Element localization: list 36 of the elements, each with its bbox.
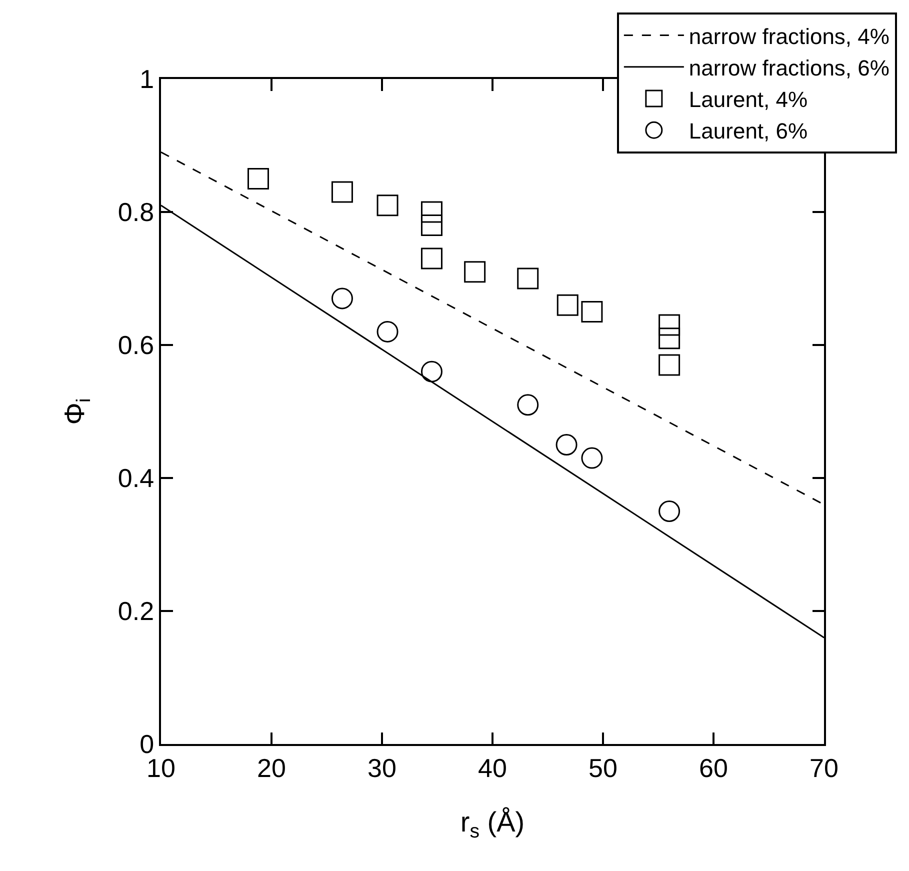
point [517,394,539,416]
point [376,320,398,342]
x-tick-label: 40 [478,752,507,783]
legend-label: narrow fractions, 6% [688,55,890,80]
y-tick-label: 0.8 [118,197,154,228]
point [247,168,269,190]
point [331,181,353,203]
x-tick-label: 60 [699,752,728,783]
x-tick-label: 50 [588,752,618,783]
point [376,194,398,216]
x-tick-label: 20 [257,752,286,783]
legend-label: Laurent, 6% [688,118,808,144]
point [581,301,603,322]
y-tick-label: 1 [140,64,154,94]
legend-label: Laurent, 4% [688,87,808,112]
point [658,354,680,376]
y-tick-label: 0.6 [118,330,154,360]
y-tick-label: 0.4 [118,463,154,494]
point [464,261,486,283]
point [420,214,442,236]
point [517,268,539,290]
point [658,314,680,336]
x-axis-title: r$_{s}$ (Å) [460,806,525,842]
point [658,500,680,522]
legend-label: narrow fractions, 4% [688,24,890,49]
point [331,288,353,310]
point [420,201,442,223]
y-tick-label: 0.2 [118,596,154,626]
point [556,294,578,316]
x-tick-label: 70 [810,752,838,783]
x-tick-label: 30 [368,752,396,783]
point [658,328,680,350]
point [581,447,603,469]
point [556,434,578,456]
point [420,248,442,270]
point [420,360,442,382]
